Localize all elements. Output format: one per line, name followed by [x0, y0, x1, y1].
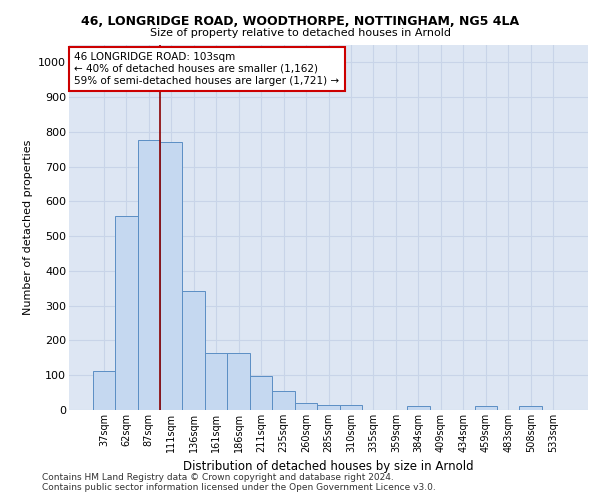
Bar	[250, 376, 272, 410]
Bar	[340, 405, 362, 410]
Bar	[205, 352, 227, 410]
Bar	[137, 140, 160, 410]
Bar	[407, 406, 430, 410]
X-axis label: Distribution of detached houses by size in Arnold: Distribution of detached houses by size …	[183, 460, 474, 473]
Text: 46 LONGRIDGE ROAD: 103sqm
← 40% of detached houses are smaller (1,162)
59% of se: 46 LONGRIDGE ROAD: 103sqm ← 40% of detac…	[74, 52, 340, 86]
Text: Contains HM Land Registry data © Crown copyright and database right 2024.
Contai: Contains HM Land Registry data © Crown c…	[42, 473, 436, 492]
Bar	[520, 406, 542, 410]
Bar	[475, 406, 497, 410]
Y-axis label: Number of detached properties: Number of detached properties	[23, 140, 32, 315]
Bar	[295, 403, 317, 410]
Bar	[227, 352, 250, 410]
Bar	[92, 371, 115, 410]
Text: Size of property relative to detached houses in Arnold: Size of property relative to detached ho…	[149, 28, 451, 38]
Bar	[160, 142, 182, 410]
Bar	[115, 216, 137, 410]
Bar	[272, 391, 295, 410]
Text: 46, LONGRIDGE ROAD, WOODTHORPE, NOTTINGHAM, NG5 4LA: 46, LONGRIDGE ROAD, WOODTHORPE, NOTTINGH…	[81, 15, 519, 28]
Bar	[182, 291, 205, 410]
Bar	[317, 405, 340, 410]
